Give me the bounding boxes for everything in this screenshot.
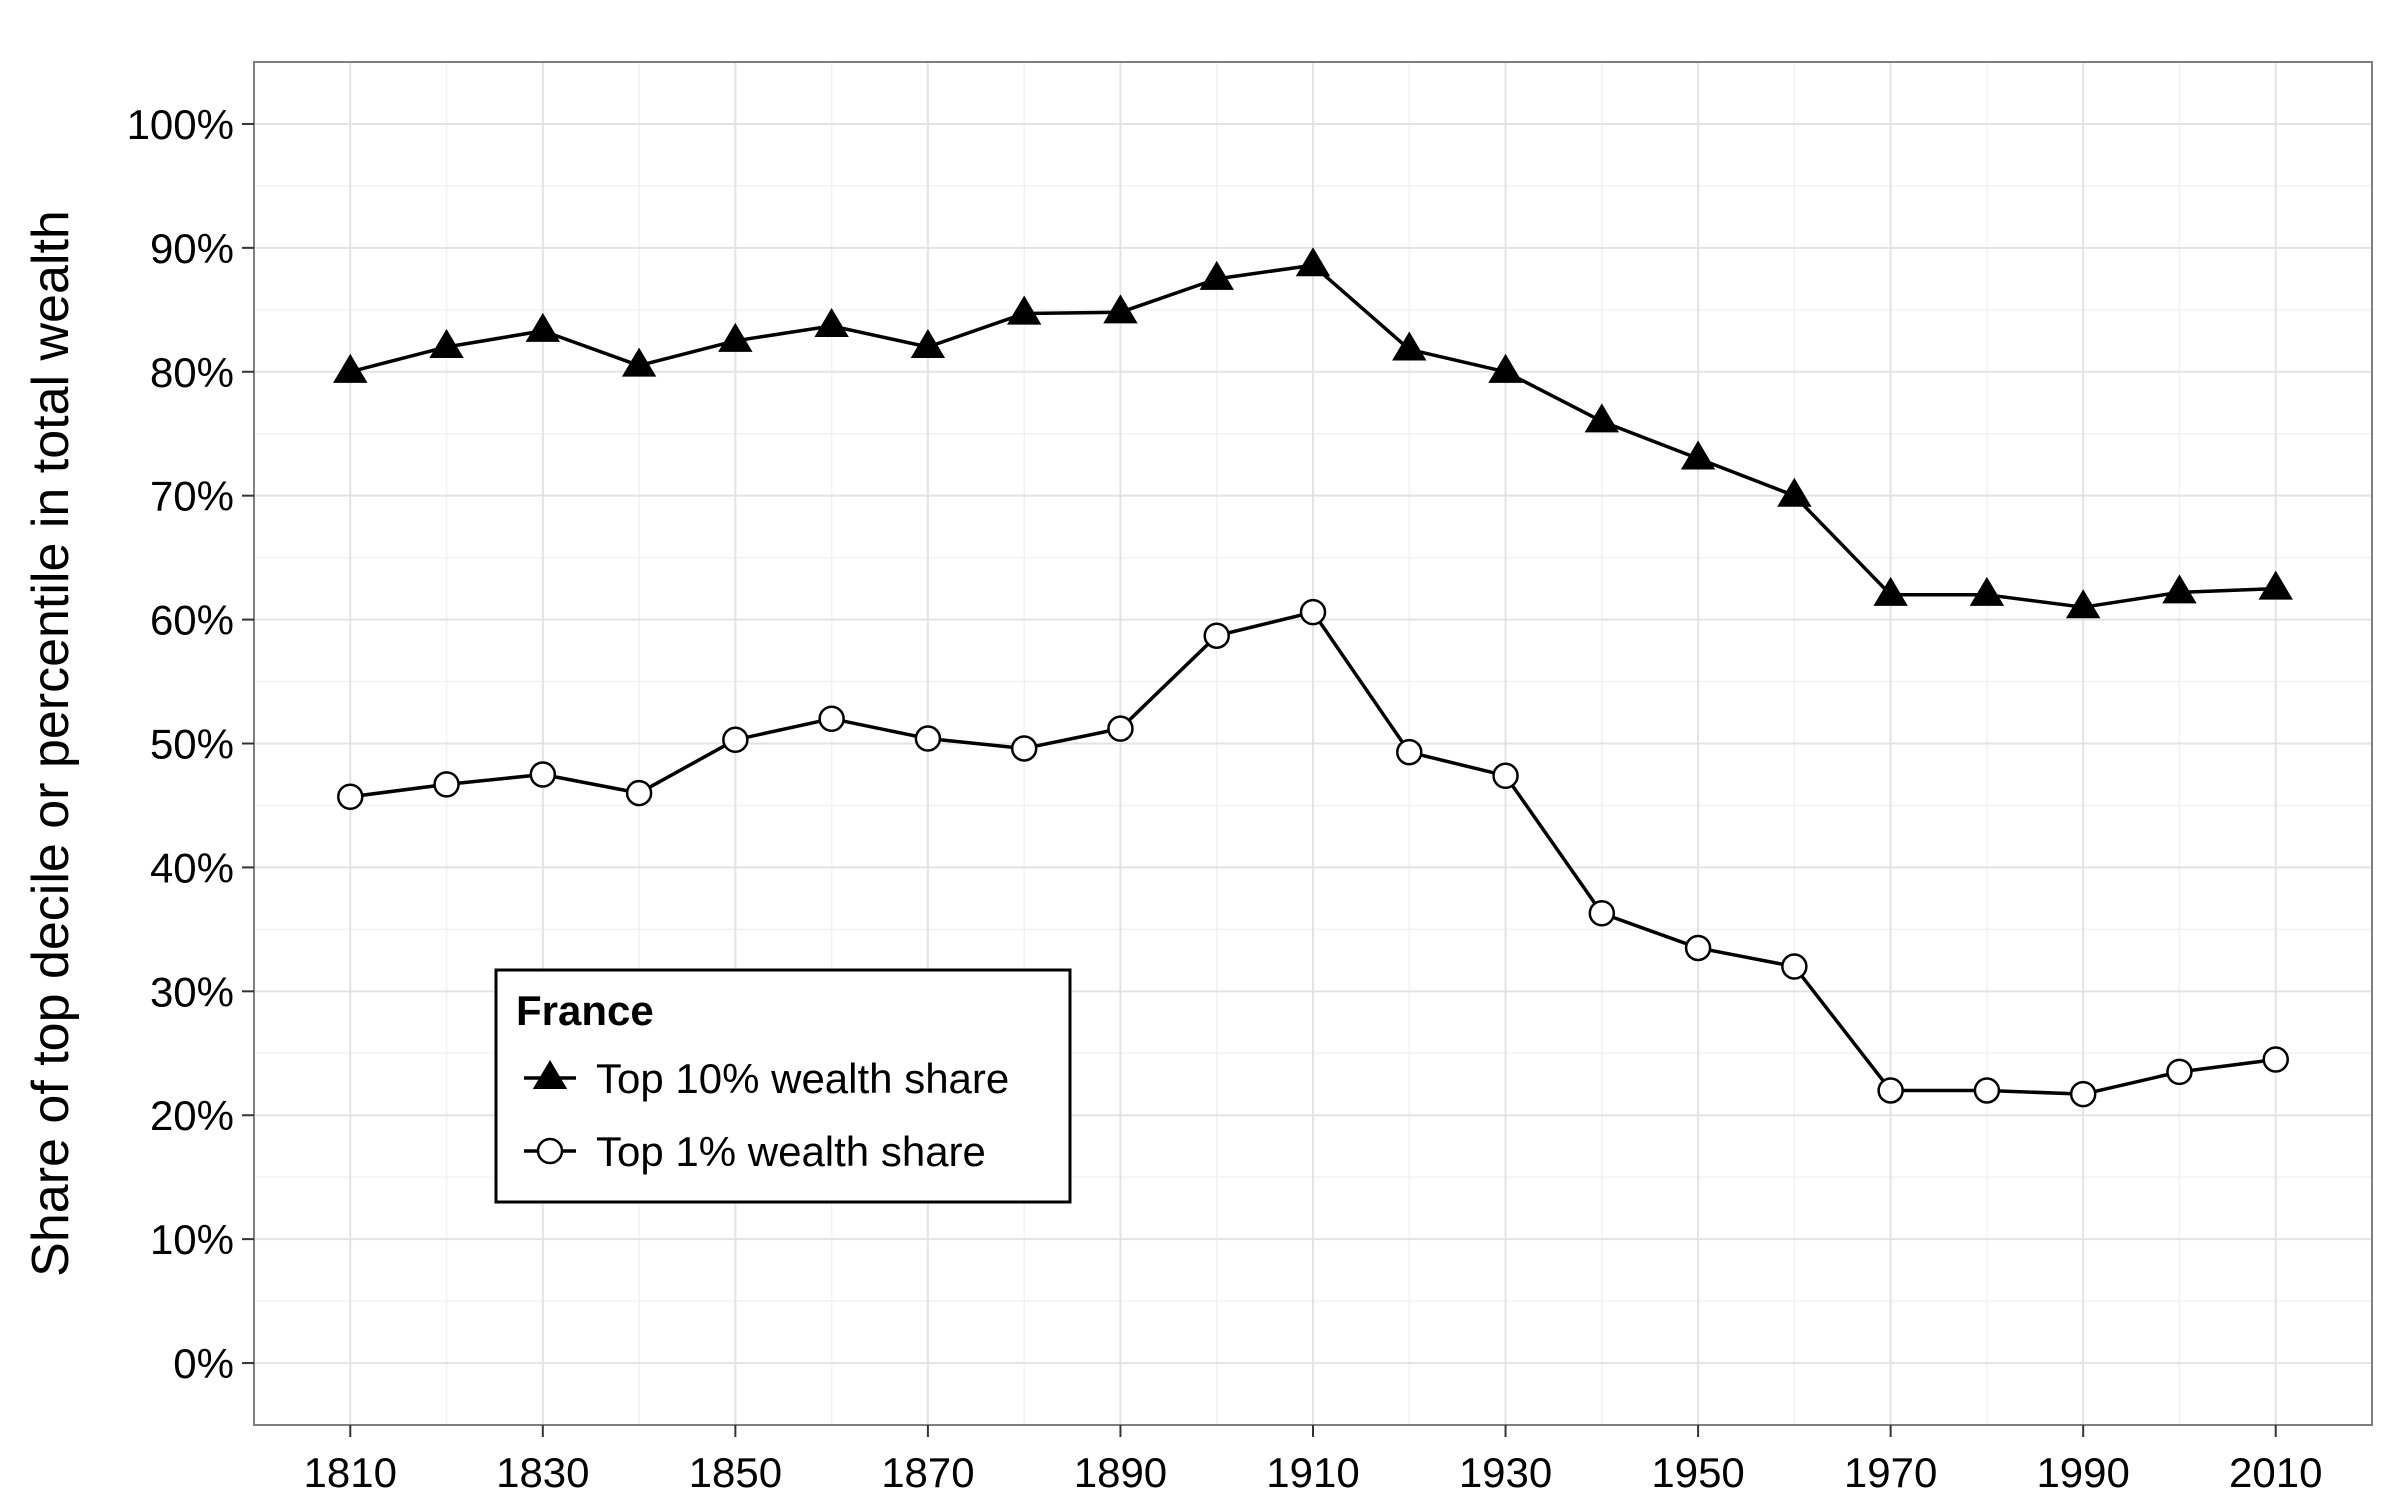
- data-point: [1488, 353, 1523, 383]
- legend: France Top 10% wealth share Top 1% wealth…: [494, 968, 1072, 1204]
- data-point: [337, 783, 364, 811]
- data-point: [2065, 589, 2101, 619]
- data-point: [1877, 1077, 1904, 1104]
- y-axis: 0% 10% 20% 30% 40% 50% 60% 70% 80% 90% 100%: [127, 101, 254, 1387]
- data-point: [910, 329, 946, 359]
- x-tick-label: 1870: [881, 1449, 974, 1496]
- data-point: [1203, 622, 1230, 649]
- data-point: [2166, 1058, 2193, 1086]
- data-point: [2262, 1046, 2289, 1073]
- data-point: [2258, 570, 2293, 600]
- data-point: [1103, 294, 1138, 324]
- y-tick-label: 20%: [150, 1092, 234, 1139]
- data-point: [814, 307, 849, 337]
- legend-label: Top 10% wealth share: [596, 1055, 1009, 1102]
- data-point: [2162, 574, 2197, 604]
- data-point: [1107, 715, 1134, 742]
- data-point: [1295, 247, 1331, 277]
- x-axis: 1810 1830 1850 1870 1890 1910 1930 1950 1970 1990…: [304, 1425, 2322, 1496]
- data-point: [722, 726, 749, 754]
- series-top-10-percent: [333, 247, 2293, 619]
- legend-title: France: [516, 987, 654, 1034]
- y-tick-label: 100%: [127, 101, 234, 148]
- y-tick-label: 40%: [150, 844, 234, 891]
- x-tick-label: 1910: [1266, 1449, 1359, 1496]
- data-point: [1777, 477, 1812, 507]
- data-point: [1396, 738, 1423, 766]
- y-tick-label: 50%: [150, 721, 234, 768]
- legend-label: Top 1% wealth share: [596, 1128, 986, 1175]
- x-tick-label: 1930: [1459, 1449, 1552, 1496]
- data-point: [525, 312, 561, 342]
- data-point: [1873, 576, 1908, 606]
- x-tick-label: 1850: [689, 1449, 782, 1496]
- x-tick-label: 1810: [304, 1449, 397, 1496]
- data-point: [1684, 934, 1712, 962]
- data-point: [333, 353, 368, 383]
- series-layer: [333, 247, 2293, 1108]
- data-point: [621, 347, 657, 377]
- data-point: [529, 761, 557, 788]
- legend-key: [524, 1060, 576, 1090]
- y-tick-label: 30%: [150, 968, 234, 1015]
- data-point: [1492, 762, 1519, 789]
- data-point: [1199, 260, 1234, 290]
- y-tick-label: 0%: [173, 1340, 234, 1387]
- y-axis-title: Share of top decile or percentile in tot…: [22, 210, 80, 1277]
- series-top-1-percent: [337, 598, 2289, 1108]
- y-tick-label: 70%: [150, 473, 234, 520]
- data-point: [429, 329, 464, 359]
- data-point: [718, 322, 753, 352]
- data-point: [625, 779, 653, 807]
- data-point: [818, 705, 845, 732]
- data-point: [433, 771, 460, 798]
- data-point: [2069, 1080, 2097, 1108]
- data-point: [1584, 403, 1620, 433]
- y-tick-label: 90%: [150, 225, 234, 272]
- data-point: [1969, 576, 2005, 606]
- data-point: [1299, 598, 1327, 626]
- legend-triangle-icon: [532, 1060, 568, 1090]
- data-point: [1006, 295, 1042, 325]
- y-tick-label: 80%: [150, 349, 234, 396]
- data-point: [1680, 440, 1716, 470]
- data-point: [1010, 735, 1038, 762]
- legend-box: [494, 968, 1072, 1204]
- data-point: [914, 725, 942, 752]
- legend-circle-icon: [536, 1137, 564, 1165]
- legend-key: [524, 1137, 576, 1165]
- x-tick-label: 1830: [496, 1449, 589, 1496]
- y-tick-label: 60%: [150, 597, 234, 644]
- data-point: [1781, 953, 1808, 980]
- data-point: [1973, 1077, 2001, 1104]
- x-tick-label: 2010: [2229, 1449, 2322, 1496]
- data-point: [1392, 331, 1427, 361]
- x-tick-label: 1990: [2036, 1449, 2129, 1496]
- x-tick-label: 1970: [1844, 1449, 1937, 1496]
- x-tick-label: 1950: [1651, 1449, 1744, 1496]
- y-tick-label: 10%: [150, 1216, 234, 1263]
- data-point: [1588, 900, 1616, 927]
- x-tick-label: 1890: [1074, 1449, 1167, 1496]
